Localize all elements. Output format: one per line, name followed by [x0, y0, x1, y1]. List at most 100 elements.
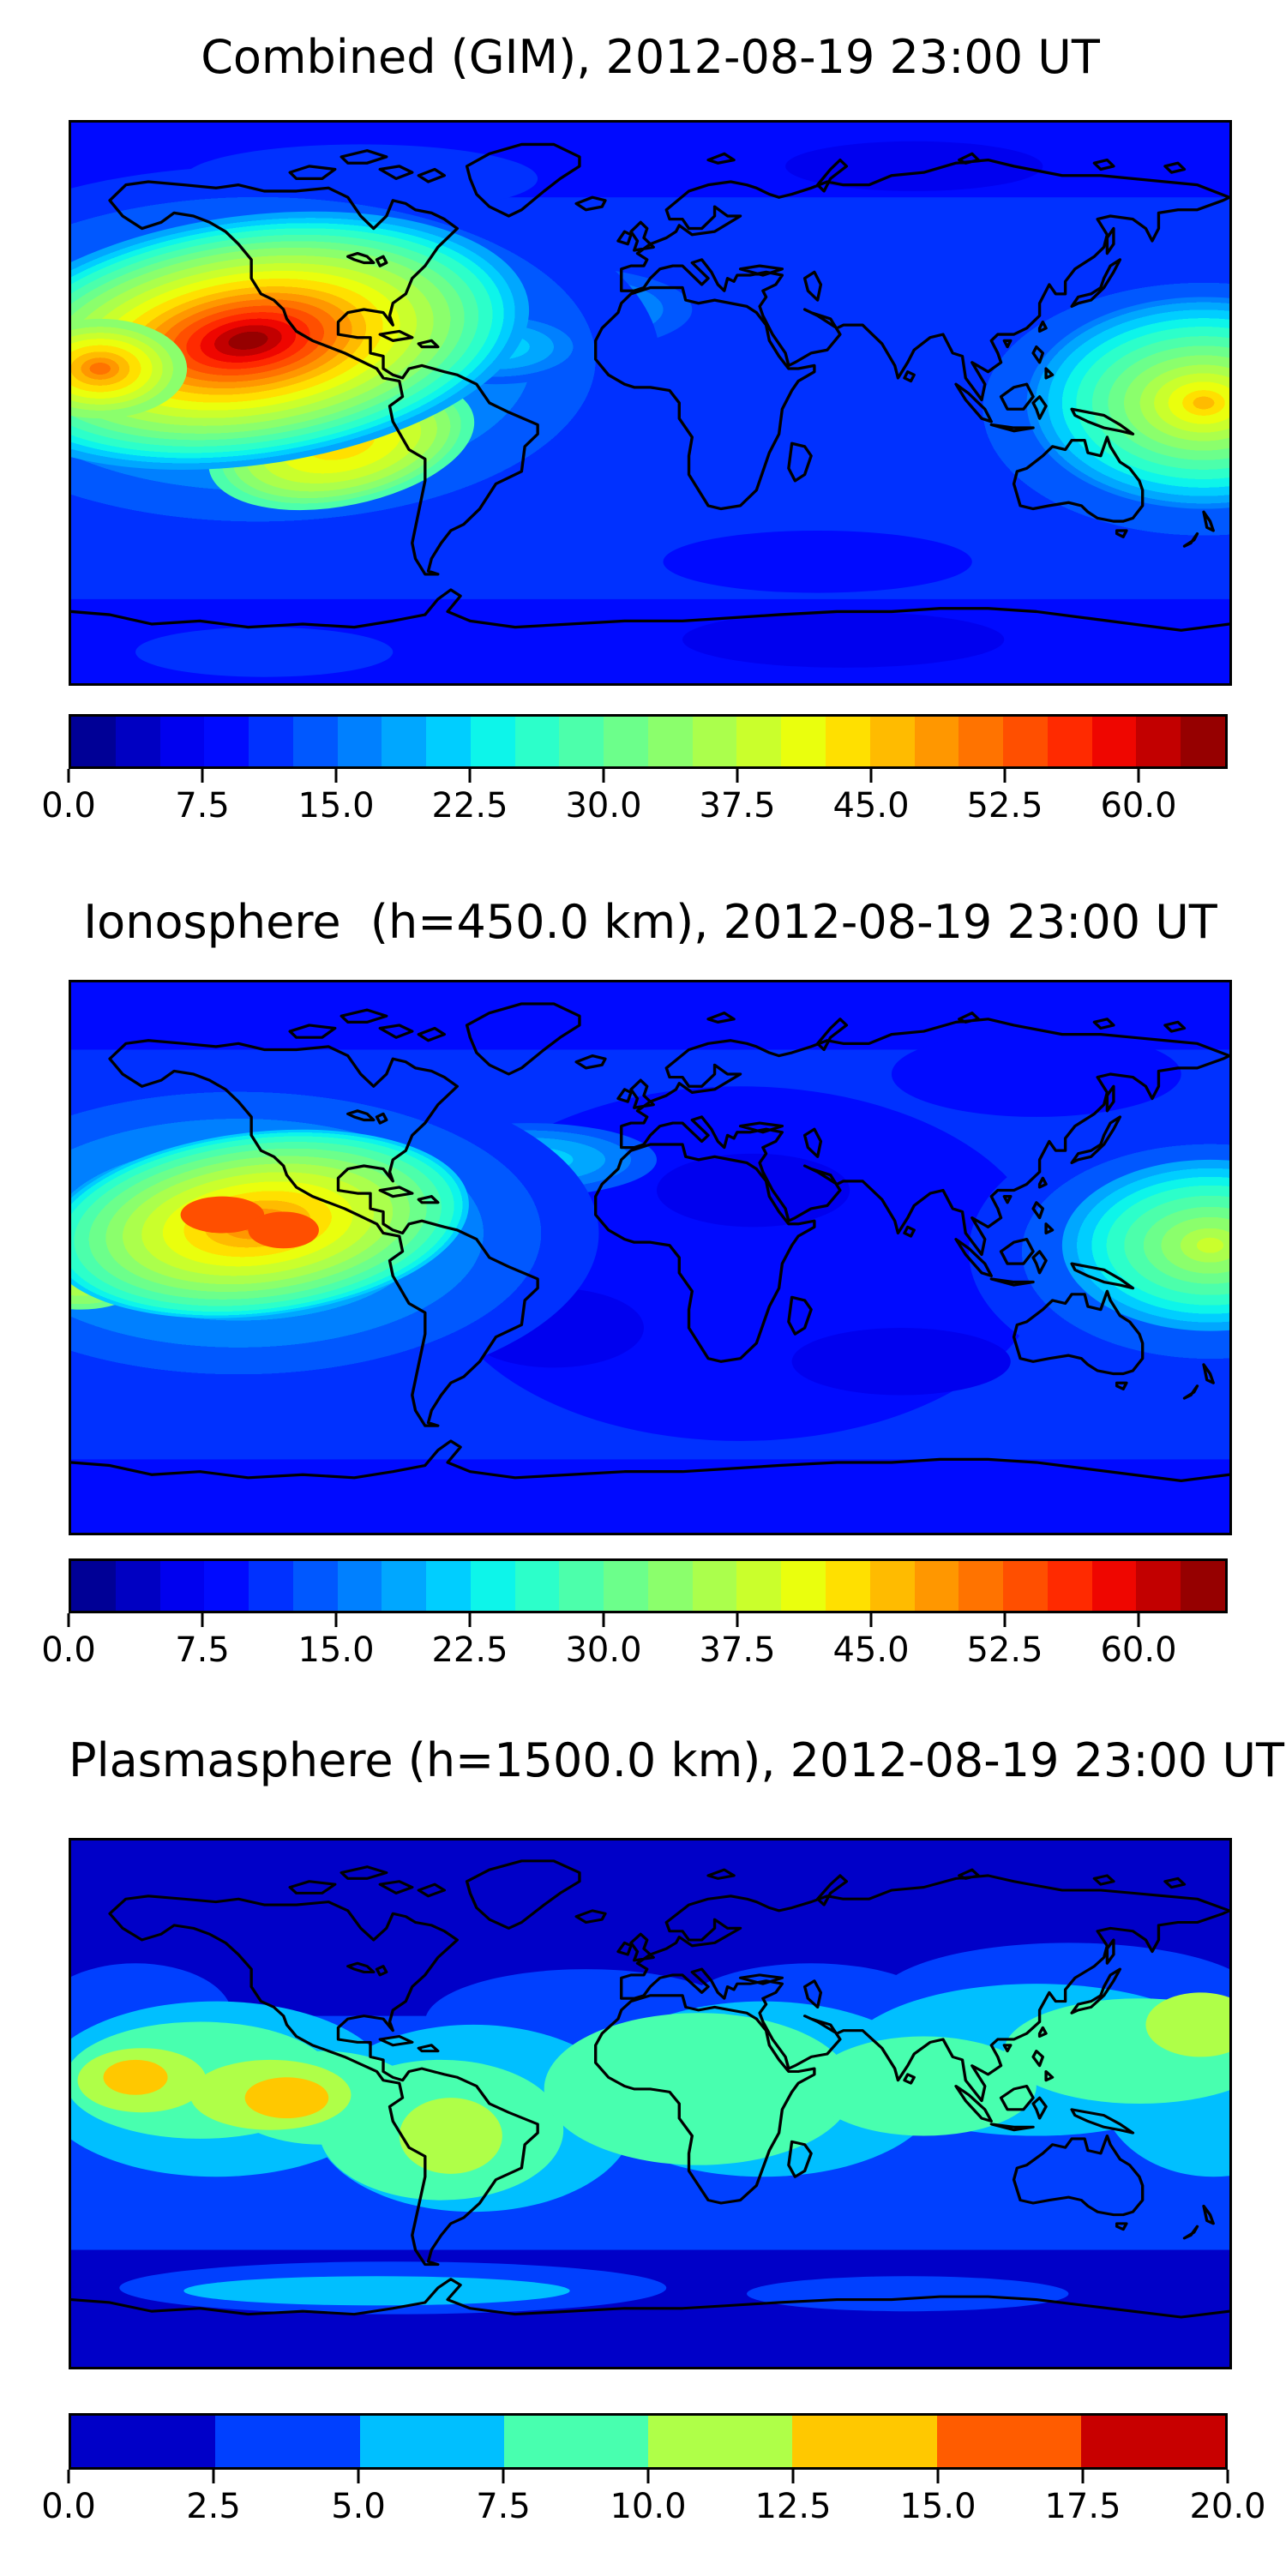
colorbar-tick-label: 7.5: [476, 2487, 531, 2526]
colorbar-cell: [204, 717, 249, 766]
tec-hotspot-secondary: [71, 318, 188, 419]
colorbar-tick-label: 37.5: [699, 786, 776, 826]
colorbar-cell: [692, 1561, 737, 1611]
colorbar-cell: [869, 717, 915, 766]
colorbar-cell: [503, 2416, 648, 2467]
colorbar-tick-mark: [646, 2470, 650, 2483]
colorbar-tick-label: 10.0: [610, 2487, 687, 2526]
panel-title-ionosphere: Ionosphere (h=450.0 km), 2012-08-19 23:0…: [83, 895, 1217, 949]
colorbar-tick-mark: [1003, 769, 1007, 783]
panel-title-plasmasphere: Plasmasphere (h=1500.0 km), 2012-08-19 2…: [69, 1733, 1284, 1787]
colorbar-tick-mark: [334, 769, 338, 783]
colorbar-tick-mark: [357, 2470, 360, 2483]
west-pacific-enhancement: [1026, 297, 1229, 509]
colorbar-tick-label: 60.0: [1100, 1630, 1177, 1670]
colorbar-cell: [359, 2416, 504, 2467]
colorbar-tick-label: 45.0: [832, 786, 910, 826]
colorbar-tick-label: 22.5: [431, 786, 508, 826]
colorbar-tick-label: 0.0: [41, 1630, 96, 1670]
colorbar-ticks-ionosphere: 0.0 7.5 15.0 22.5 30.0 37.5 45.0 52.5 60.0: [41, 1613, 1228, 1682]
colorbar-cell: [292, 717, 338, 766]
colorbar-cell: [249, 1561, 293, 1611]
pacific-maximum-2: [244, 2077, 329, 2119]
colorbar-cell: [1091, 1561, 1137, 1611]
colorbar-tick-label: 52.5: [966, 786, 1043, 826]
colorbar-cell: [71, 2416, 216, 2467]
colorbar-cell: [604, 1561, 648, 1611]
map-ionosphere-svg: [71, 982, 1229, 1533]
colorbar-cell: [249, 717, 293, 766]
colorbar-tick-mark: [468, 1613, 472, 1627]
colorbar-tick-label: 30.0: [565, 786, 642, 826]
colorbar-tick-label: 37.5: [699, 1630, 776, 1670]
colorbar-cell: [647, 1561, 693, 1611]
colorbar-cell: [914, 717, 959, 766]
colorbar-cell: [826, 1561, 870, 1611]
colorbar-cell: [736, 1561, 782, 1611]
colorbar-cell: [337, 717, 382, 766]
colorbar-cell: [792, 2416, 937, 2467]
colorbar-tick-mark: [502, 2470, 505, 2483]
colorbar-ticks-combined: 0.0 7.5 15.0 22.5 30.0 37.5 45.0 52.5 60.0: [41, 769, 1228, 838]
colorbar-cell: [1003, 1561, 1048, 1611]
colorbar-cell: [159, 717, 205, 766]
panel-ionosphere: Ionosphere (h=450.0 km), 2012-08-19 23:0…: [0, 862, 1286, 1719]
colorbar-tick-mark: [1137, 769, 1140, 783]
colorbar-cell: [736, 717, 782, 766]
colorbar-tick-mark: [67, 2470, 70, 2483]
colorbar-cell: [648, 2416, 793, 2467]
colorbar-cell: [426, 1561, 471, 1611]
panel-combined: Combined (GIM), 2012-08-19 23:00 UT: [0, 0, 1286, 857]
colorbar-tick-mark: [791, 2470, 795, 2483]
colorbar-tick-label: 12.5: [754, 2487, 832, 2526]
colorbar-tick-label: 30.0: [565, 1630, 642, 1670]
colorbar-tick-mark: [212, 2470, 215, 2483]
colorbar-tick-label: 15.0: [297, 1630, 375, 1670]
colorbar-tick-label: 15.0: [899, 2487, 977, 2526]
colorbar-cell: [204, 1561, 249, 1611]
colorbar-tick-label: 52.5: [966, 1630, 1043, 1670]
colorbar-cell: [1136, 717, 1181, 766]
map-combined: [69, 120, 1232, 686]
colorbar-tick-mark: [736, 769, 739, 783]
colorbar-tick-mark: [1003, 1613, 1007, 1627]
colorbar-tick-label: 22.5: [431, 1630, 508, 1670]
map-plasmasphere-svg: [71, 1840, 1229, 2367]
south-america-patch: [399, 2098, 502, 2174]
colorbar-cell: [1047, 1561, 1092, 1611]
colorbar-cell: [692, 717, 737, 766]
colorbar-cell: [958, 1561, 1004, 1611]
colorbar-tick-mark: [67, 769, 70, 783]
colorbar-plasmasphere: [69, 2413, 1228, 2470]
colorbar-cell: [1047, 717, 1092, 766]
colorbar-tick-label: 0.0: [41, 2487, 96, 2526]
map-combined-svg: [71, 123, 1229, 683]
colorbar-tick-mark: [201, 1613, 204, 1627]
colorbar-cell: [1181, 717, 1225, 766]
pacific-maximum-1: [103, 2059, 168, 2095]
colorbar-cell: [159, 1561, 205, 1611]
colorbar-cell: [71, 1561, 116, 1611]
west-pacific-patch: [1145, 1992, 1229, 2057]
colorbar-cell: [1080, 2416, 1225, 2467]
colorbar-cell: [337, 1561, 382, 1611]
colorbar-cell: [514, 1561, 560, 1611]
colorbar-cell: [936, 2416, 1081, 2467]
panel-plasmasphere: Plasmasphere (h=1500.0 km), 2012-08-19 2…: [0, 1719, 1286, 2576]
colorbar-ticks-plasmasphere: 0.0 2.5 5.0 7.5 10.0 12.5 15.0 17.5 20.0: [41, 2470, 1266, 2538]
colorbar-tick-mark: [936, 2470, 940, 2483]
colorbar-cell: [1136, 1561, 1181, 1611]
colorbar-tick-mark: [468, 769, 472, 783]
hotspot-core-east: [248, 1211, 319, 1249]
colorbar-cell: [215, 2416, 360, 2467]
colorbar-ionosphere: [69, 1558, 1228, 1613]
colorbar-cell: [604, 717, 648, 766]
colorbar-tick-label: 45.0: [832, 1630, 910, 1670]
colorbar-tick-label: 60.0: [1100, 786, 1177, 826]
colorbar-tick-label: 7.5: [175, 786, 230, 826]
panel-title-combined: Combined (GIM), 2012-08-19 23:00 UT: [201, 30, 1100, 84]
colorbar-tick-mark: [602, 1613, 605, 1627]
colorbar-tick-mark: [869, 1613, 873, 1627]
colorbar-tick-mark: [1137, 1613, 1140, 1627]
